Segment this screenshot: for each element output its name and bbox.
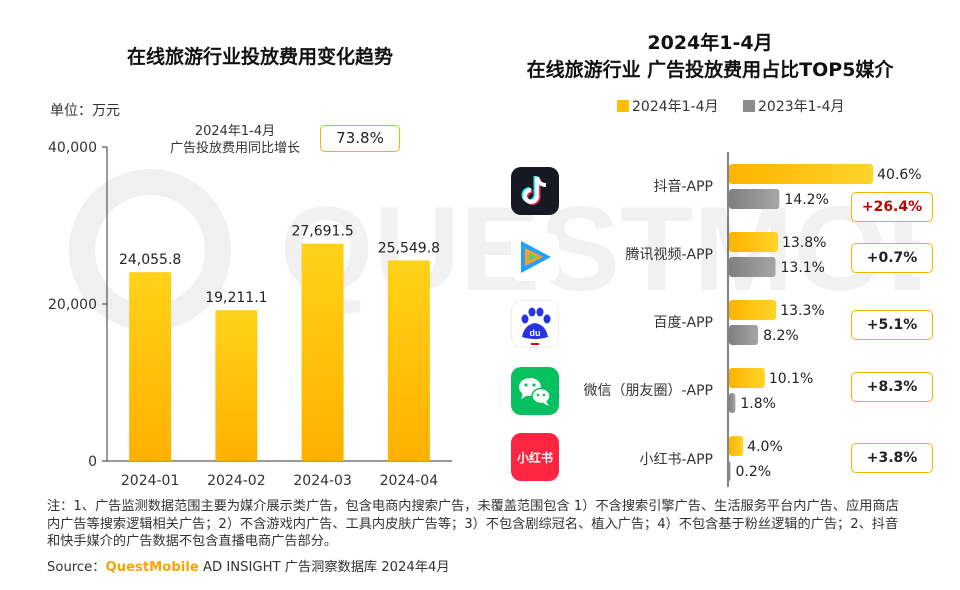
- bar-2023-label: 1.8%: [740, 396, 776, 412]
- bar-2024-1: [729, 232, 778, 252]
- bar-2024-2: [729, 300, 777, 320]
- bar-2023-label: 14.2%: [784, 192, 828, 208]
- baidu-icon: du: [511, 300, 559, 348]
- bar-value-label: 27,691.5: [291, 224, 353, 240]
- douyin-icon: [511, 167, 559, 215]
- monthly-spend-bar-chart: 0 20,000 40,000 24,055.8 2024-01 19,211.1 2024…: [48, 140, 452, 489]
- bar-2023-0: [729, 189, 780, 209]
- bar-2024-label: 13.8%: [782, 235, 826, 251]
- bar-2023-1: [729, 257, 776, 277]
- bar-2024-4: [729, 436, 744, 456]
- bar-2024-03: [301, 243, 344, 461]
- left-chart-title: 在线旅游行业投放费用变化趋势: [126, 46, 393, 68]
- delta-badge-baidu: +5.1%: [851, 310, 933, 340]
- bar-value-label: 24,055.8: [119, 252, 181, 268]
- top5-media-share-chart: 40.6% 14.2% 13.8% 13.1% 13.3% 8.2% 10.1% 1.8% 4.…: [727, 152, 922, 487]
- source-line: Source：QuestMobile AD INSIGHT 广告洞察数据库 20…: [47, 560, 450, 575]
- unit-label: 单位：万元: [50, 103, 120, 119]
- x-tick-label: 2024-03: [293, 473, 352, 489]
- app-label-baidu: 百度-APP: [653, 315, 713, 331]
- x-tick-label: 2024-01: [121, 473, 180, 489]
- y-tick-label: 20,000: [48, 297, 97, 313]
- delta-badge-douyin: +26.4%: [851, 192, 933, 222]
- app-label-xiaohongshu: 小红书-APP: [639, 452, 713, 468]
- y-tick-label: 0: [88, 454, 97, 470]
- svg-text:QUESTMOBILE: QUESTMOBILE: [280, 182, 920, 316]
- bar-2023-label: 0.2%: [736, 464, 772, 480]
- legend-current-swatch: [617, 100, 629, 112]
- legend-previous-swatch: [743, 100, 755, 112]
- bar-2024-02: [215, 310, 258, 461]
- app-label-wechat: 微信（朋友圈）-APP: [583, 383, 713, 399]
- bar-value-label: 25,549.8: [378, 240, 440, 256]
- bar-2024-01: [129, 272, 172, 461]
- svg-text:du: du: [530, 328, 541, 338]
- bar-2023-2: [729, 325, 759, 345]
- bar-2023-label: 13.1%: [781, 260, 825, 276]
- legend-previous: 2023年1-4月: [743, 96, 845, 116]
- growth-label: 2024年1-4月 广告投放费用同比增长: [169, 124, 300, 156]
- bar-2024-label: 4.0%: [747, 439, 783, 455]
- bar-2023-label: 8.2%: [763, 328, 799, 344]
- app-label-douyin: 抖音-APP: [653, 179, 713, 195]
- bar-value-label: 19,211.1: [205, 290, 267, 306]
- legend-current: 2024年1-4月: [617, 96, 719, 116]
- growth-value-badge: 73.8%: [320, 125, 400, 152]
- x-tick-label: 2024-04: [380, 473, 439, 489]
- bar-2023-4: [729, 461, 731, 481]
- tencent-video-icon: [511, 233, 559, 281]
- bar-2024-label: 40.6%: [877, 167, 921, 183]
- bar-2024-3: [729, 368, 765, 388]
- delta-badge-xiaohongshu: +3.8%: [851, 443, 933, 473]
- delta-badge-tencent-video: +0.7%: [851, 243, 933, 273]
- bar-2024-label: 10.1%: [769, 371, 813, 387]
- bar-2024-04: [387, 260, 430, 461]
- app-label-tencent-video: 腾讯视频-APP: [625, 247, 713, 263]
- bar-2023-3: [729, 393, 736, 413]
- xiaohongshu-icon: 小红书: [511, 433, 559, 481]
- right-chart-title: 2024年1-4月 在线旅游行业 广告投放费用占比TOP5媒介: [526, 32, 894, 81]
- wechat-icon: [511, 367, 559, 415]
- footnote: 注：1、广告监测数据范围主要为媒介展示类广告，包含电商内搜索广告，未覆盖范围包含…: [47, 499, 899, 549]
- bar-2024-0: [729, 164, 874, 184]
- y-tick-label: 40,000: [48, 140, 97, 156]
- x-tick-label: 2024-02: [207, 473, 266, 489]
- delta-badge-wechat: +8.3%: [851, 372, 933, 402]
- bar-2024-label: 13.3%: [780, 303, 824, 319]
- questmobile-brand: QuestMobile: [105, 560, 199, 575]
